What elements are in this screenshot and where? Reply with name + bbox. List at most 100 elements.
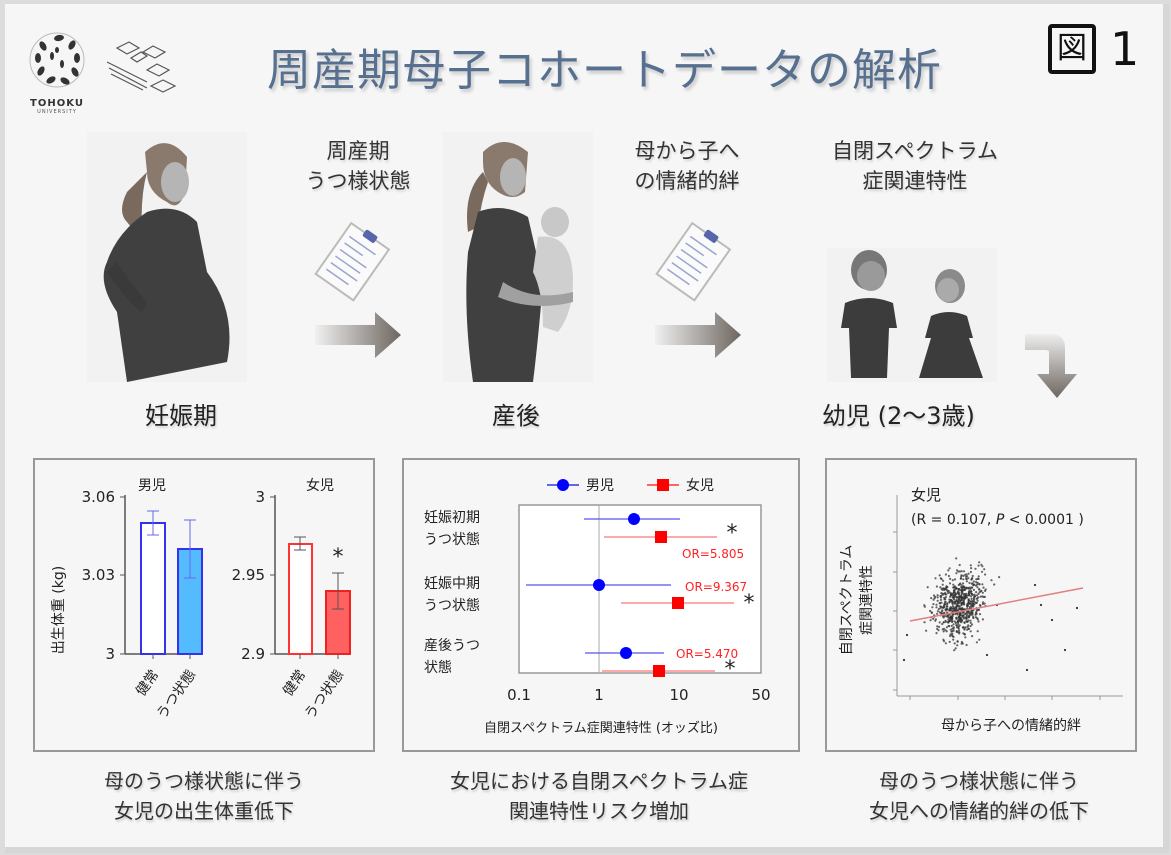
transition-2-line2: の情緒的絆 <box>634 169 740 193</box>
caption-1-line2: 女児の出生体重低下 <box>114 799 294 823</box>
scatter-plot-chart: 女児 (R = 0.107, P < 0.0001 ) 自閉スペクトラム 症関連… <box>839 486 1123 734</box>
legend-girl-marker <box>657 479 669 491</box>
toddlers-icon <box>841 250 983 378</box>
caption-3: 母のうつ様状態に伴う 女児への情緒的絆の低下 <box>825 766 1133 826</box>
outcome-line1: 自閉スペクトラム <box>832 139 998 163</box>
row-3-asterisk: * <box>725 657 736 682</box>
birth-weight-panel: 出生体重 (kg) 男児 3.06 3.03 3 健常 うつ状態 女児 3 2.… <box>33 458 375 752</box>
transition-1-label: 周産期 うつ様状態 <box>288 136 428 196</box>
caption-2-line2: 関連特性リスク増加 <box>509 799 689 823</box>
regression-line <box>909 587 1084 622</box>
figure-kanji: 図 <box>1048 24 1096 74</box>
transition-1-line1: 周産期 <box>326 139 390 163</box>
boy-healthy-bar <box>140 522 166 655</box>
bonding-scatter-panel: 女児 (R = 0.107, P < 0.0001 ) 自閉スペクトラム 症関連… <box>825 458 1137 752</box>
stage-toddler-label: 幼児 (2〜3歳) <box>822 402 975 430</box>
row-1-label-line2: うつ状態 <box>424 532 480 548</box>
caption-1: 母のうつ様状態に伴う 女児の出生体重低下 <box>35 766 373 826</box>
cohort-building-icon <box>106 41 177 93</box>
x-axis-label: 自閉スペクトラム症関連特性 (オッズ比) <box>484 720 718 736</box>
row-1-asterisk: * <box>727 521 738 546</box>
scatter-ylabel-line1: 自閉スペクトラム <box>839 545 855 656</box>
logo-university-name: TOHOKU <box>30 98 84 109</box>
odds-ratio-panel: 男児 女児 妊娠初期 うつ状態 妊娠中期 うつ状態 産後うつ 状態 * OR=5… <box>402 458 800 752</box>
outcome-label: 自閉スペクトラム 症関連特性 <box>805 136 1025 196</box>
figure-page: TOHOKU UNIVERSITY 周産期母子コホートデータの解析 図 1 <box>5 4 1169 853</box>
caption-2: 女児における自閉スペクトラム症 関連特性リスク増加 <box>402 766 796 826</box>
legend-boy-label: 男児 <box>586 478 614 494</box>
row-2-asterisk: * <box>744 591 755 616</box>
tohoku-emblem-icon <box>29 32 85 88</box>
clipboard-questionnaire-icon <box>655 221 732 302</box>
scatter-xlabel: 母から子への情緒的絆 <box>941 718 1081 734</box>
girl-ytick-bottom: 2.9 <box>241 645 265 663</box>
scatter-stat: (R = 0.107, P < 0.0001 ) <box>911 512 1084 528</box>
tohoku-logo: TOHOKU UNIVERSITY <box>27 26 87 116</box>
caption-3-line1: 母のうつ様状態に伴う <box>879 769 1079 793</box>
pregnant-woman-icon <box>103 143 230 382</box>
row-3-or-annotation: OR=5.470 <box>676 647 738 661</box>
row-1-or-annotation: OR=5.805 <box>682 547 744 561</box>
arrow-down <box>1025 334 1085 402</box>
girl-ytick-top: 3 <box>255 488 265 506</box>
forest-plot-chart: 男児 女児 妊娠初期 うつ状態 妊娠中期 うつ状態 産後うつ 状態 * OR=5… <box>424 477 771 736</box>
girl-ytick-mid: 2.95 <box>232 566 265 584</box>
mother-baby-icon <box>466 142 573 382</box>
row-2-label-line1: 妊娠中期 <box>424 576 480 592</box>
girl-healthy-bar <box>288 543 313 655</box>
row-1-label-line1: 妊娠初期 <box>424 509 480 526</box>
boy-chart-title: 男児 <box>138 478 166 494</box>
row-3-boy-point <box>620 647 632 659</box>
boy-cat-healthy: 健常 <box>133 667 162 699</box>
boy-ytick-mid: 3.03 <box>82 566 115 584</box>
legend-boy-marker <box>557 479 569 491</box>
plot-area <box>518 504 762 674</box>
xtick-10: 10 <box>669 686 688 704</box>
girl-significance-asterisk: * <box>333 545 344 570</box>
row-2-girl-point <box>672 597 684 609</box>
row-2-label-line2: うつ状態 <box>424 598 480 614</box>
mother-with-baby-illustration <box>443 132 593 382</box>
xtick-0-1: 0.1 <box>507 686 531 704</box>
girl-cat-healthy: 健常 <box>280 667 309 699</box>
transition-1-line2: うつ様状態 <box>305 169 411 193</box>
birth-weight-chart: 出生体重 (kg) 男児 3.06 3.03 3 健常 うつ状態 女児 3 2.… <box>51 477 351 722</box>
arrow-right-icon <box>315 312 401 358</box>
stat-p-text: < 0.0001 ) <box>1004 512 1084 528</box>
arrow-right-1 <box>315 312 405 362</box>
legend-girl-label: 女児 <box>686 477 714 494</box>
page-title: 周産期母子コホートデータの解析 <box>267 45 942 96</box>
figure-label: 図 1 <box>1048 22 1139 76</box>
arrow-right-2 <box>655 312 745 362</box>
cohort-logo <box>106 38 189 102</box>
row-2-boy-point <box>593 579 605 591</box>
stage-postpartum-label: 産後 <box>492 402 540 430</box>
row-3-label-line1: 産後うつ <box>424 638 480 654</box>
figure-number: 1 <box>1110 22 1140 76</box>
row-2-or-annotation: OR=9.367 <box>685 580 747 594</box>
stat-r-text: (R = 0.107, <box>911 512 996 528</box>
pregnant-woman-illustration <box>87 132 247 382</box>
girl-chart-title: 女児 <box>306 477 334 494</box>
clipboard-questionnaire-icon <box>314 221 391 302</box>
row-3-girl-point <box>653 665 665 677</box>
scatter-ylabel-line2: 症関連特性 <box>859 565 875 635</box>
outcome-line2: 症関連特性 <box>862 169 968 193</box>
transition-2-line1: 母から子へ <box>634 139 740 163</box>
curved-arrow-down-icon <box>1025 334 1077 398</box>
stage-pregnancy-label: 妊娠期 <box>145 402 217 430</box>
transition-2-label: 母から子へ の情緒的絆 <box>617 136 757 196</box>
boy-ytick-top: 3.06 <box>82 488 115 506</box>
row-1-boy-point <box>628 513 640 525</box>
questionnaire-2 <box>646 220 736 314</box>
xtick-1: 1 <box>594 686 604 704</box>
children-illustration <box>827 248 997 382</box>
questionnaire-1 <box>305 220 395 314</box>
arrow-right-icon <box>655 312 741 358</box>
caption-1-line1: 母のうつ様状態に伴う <box>104 769 304 793</box>
y-axis-label: 出生体重 (kg) <box>51 566 67 654</box>
caption-2-line1: 女児における自閉スペクトラム症 <box>450 769 748 793</box>
caption-3-line2: 女児への情緒的絆の低下 <box>869 799 1089 823</box>
scatter-title: 女児 <box>911 486 941 504</box>
row-3-label-line2: 状態 <box>424 660 452 676</box>
